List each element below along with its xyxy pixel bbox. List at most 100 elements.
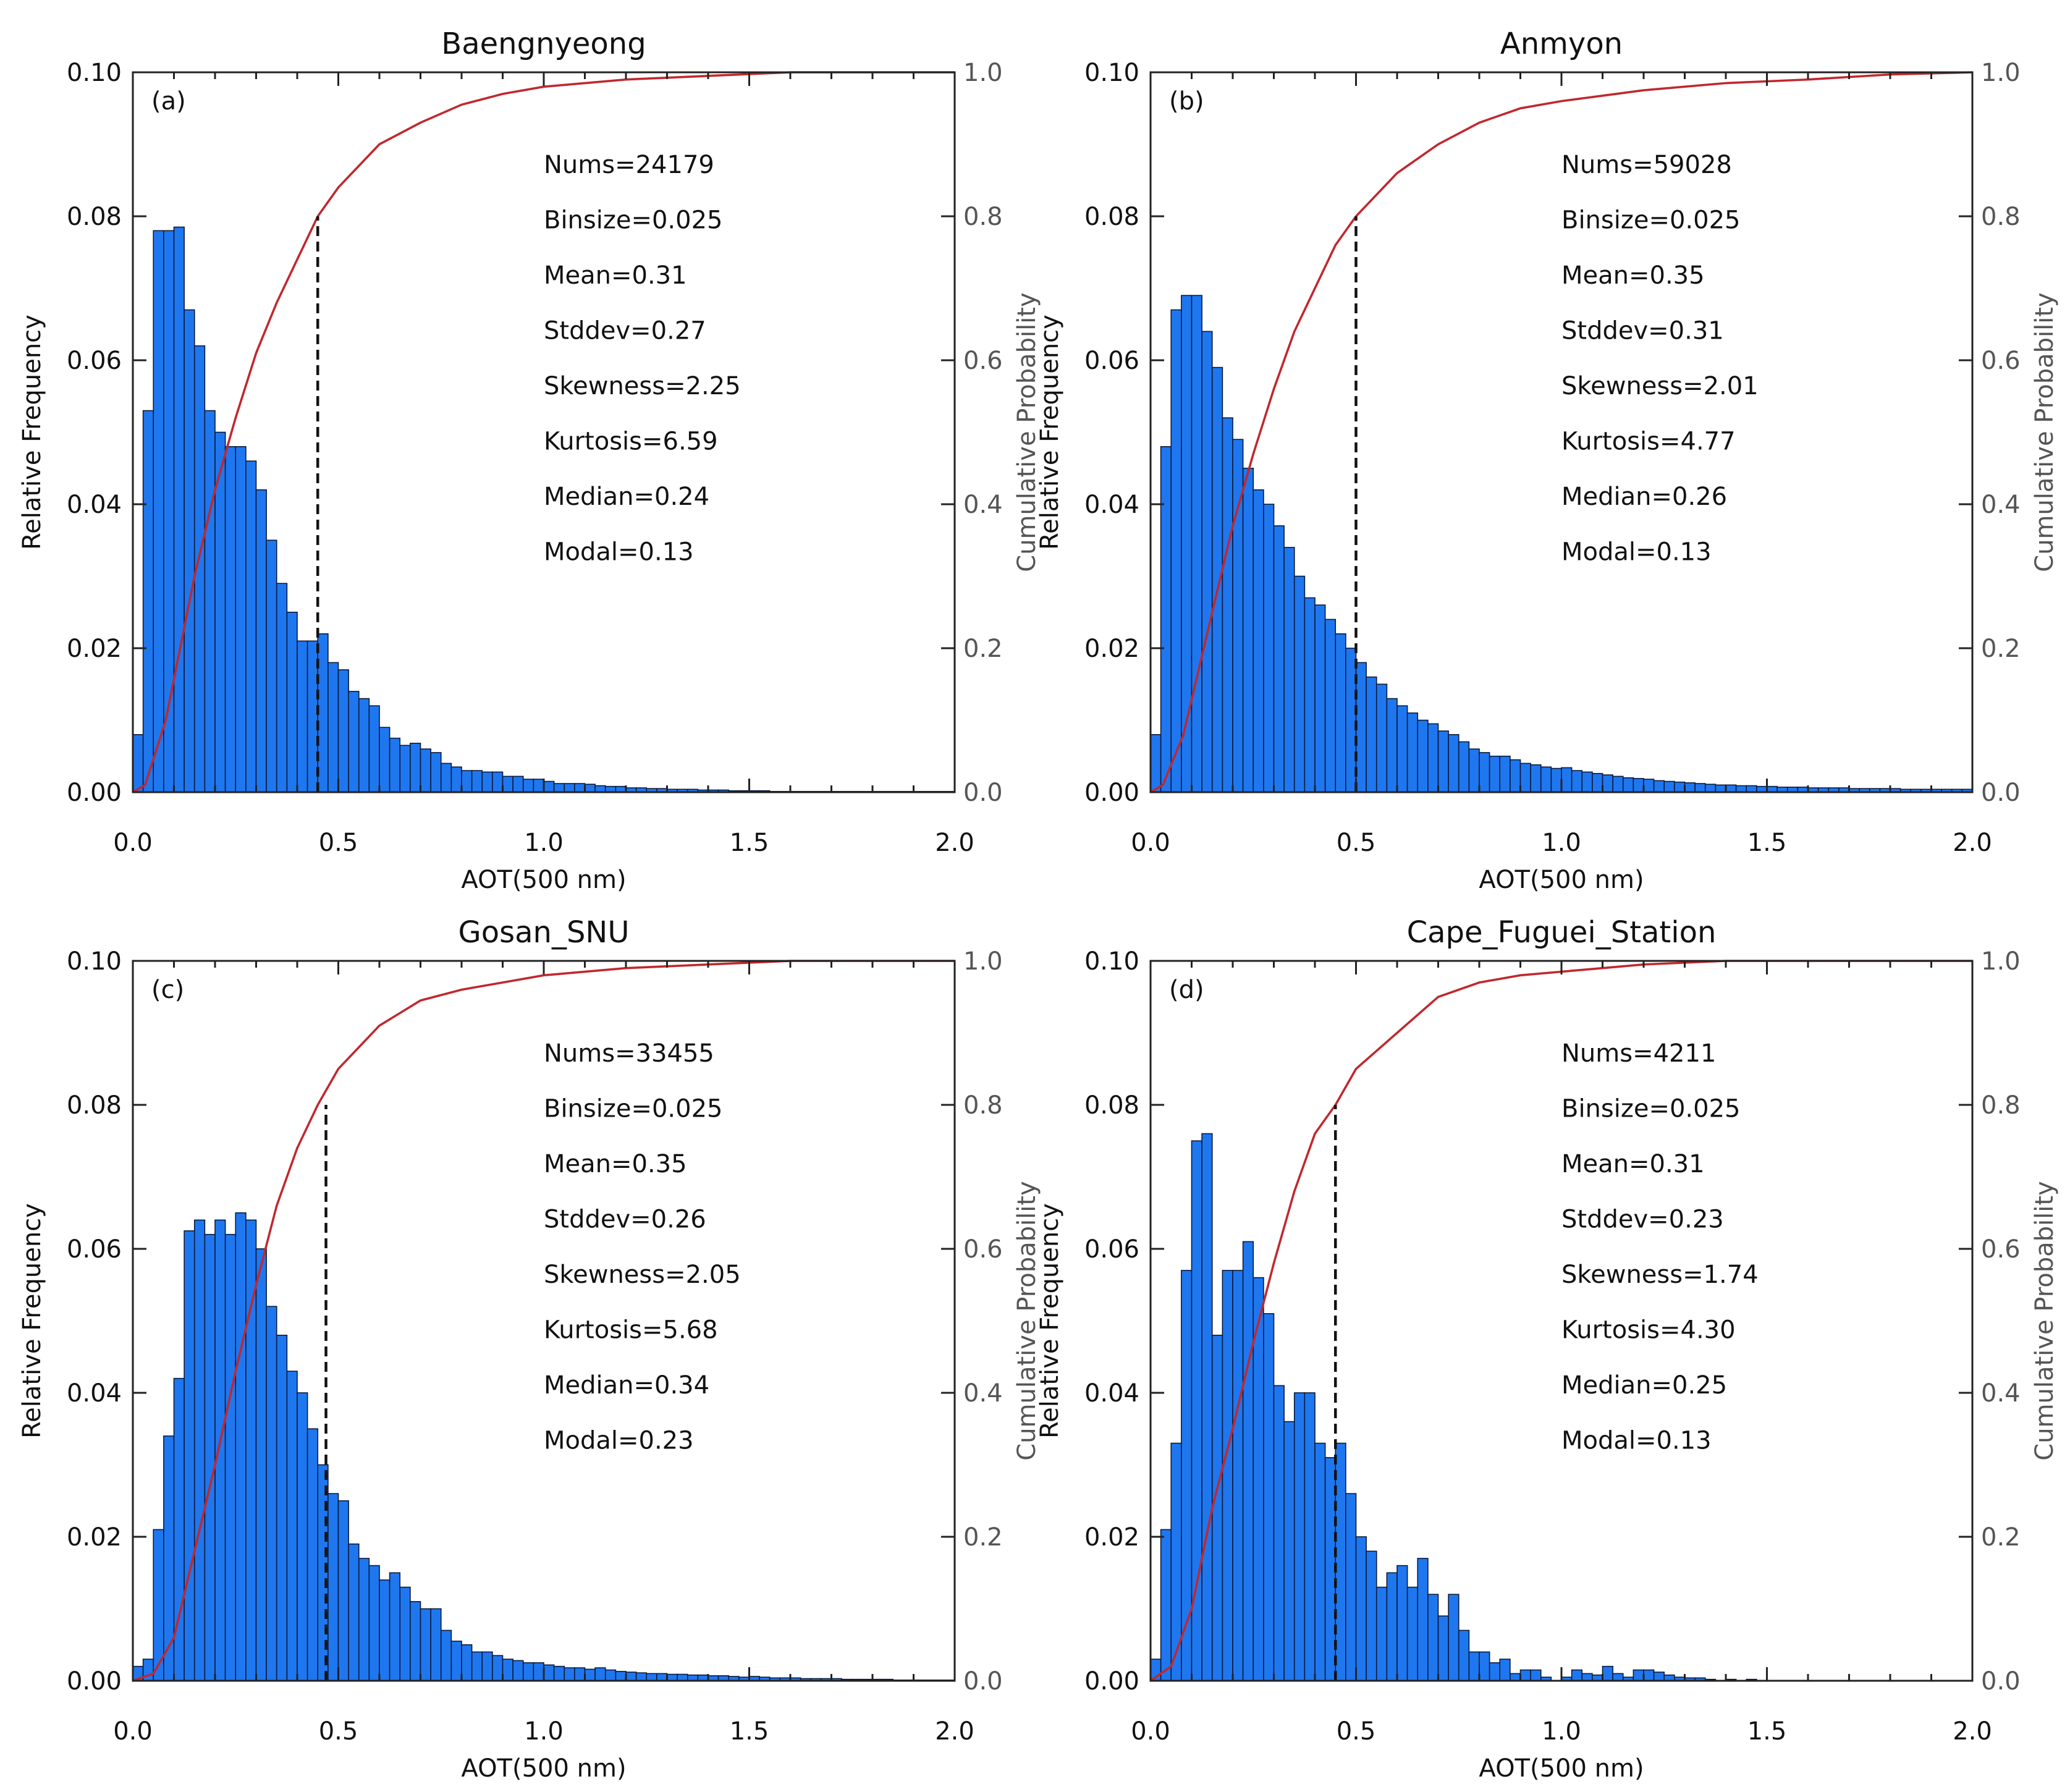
y-axis-title: Relative Frequency (1036, 1203, 1064, 1439)
stat-line: Stddev=0.26 (544, 1206, 706, 1234)
stat-line: Modal=0.13 (1561, 1427, 1712, 1455)
stat-line: Binsize=0.025 (1561, 1095, 1741, 1123)
histogram-bar (368, 705, 380, 793)
y2-tick-label: 1.0 (1981, 947, 2021, 976)
histogram-bar (1489, 1662, 1501, 1681)
x-tick-label: 0.5 (1337, 1717, 1376, 1746)
histogram-bar (410, 1601, 421, 1681)
x-tick-label: 0.0 (1131, 829, 1170, 857)
stat-line: Modal=0.13 (544, 538, 694, 567)
histogram-bar (245, 460, 257, 793)
x-tick-label: 2.0 (1953, 829, 1992, 857)
stat-line: Nums=4211 (1561, 1039, 1716, 1068)
stat-line: Binsize=0.025 (544, 206, 723, 235)
y2-axis-title: Cumulative Probability (1013, 1181, 1041, 1460)
histogram-bar (337, 1500, 349, 1681)
histogram-bar (1468, 1651, 1480, 1681)
histogram-bar (1468, 748, 1480, 793)
histogram-bar (1263, 1313, 1275, 1681)
stat-line: Mean=0.31 (1561, 1150, 1705, 1178)
x-tick-label: 1.0 (524, 829, 564, 857)
y2-tick-label: 0.6 (963, 1235, 1003, 1264)
stat-line: Median=0.24 (544, 483, 709, 511)
x-tick-label: 1.5 (1747, 1717, 1787, 1746)
y2-tick-label: 0.8 (1981, 1091, 2021, 1120)
histogram-bar (1653, 780, 1665, 793)
histogram-bar (533, 1662, 544, 1681)
histogram-bar (1581, 1673, 1593, 1681)
histogram-bar (1530, 1669, 1542, 1681)
y-tick-label: 0.02 (67, 1523, 122, 1552)
y2-axis-title: Cumulative Probability (2030, 1181, 2059, 1460)
panel-2: 0.0 0.5 1.0 1.5 2.0 0.00 0.02 0.04 0.06 0.08 0.10 0… (1036, 27, 2059, 894)
x-tick-label: 1.5 (1747, 829, 1787, 857)
histogram-bar (1633, 1669, 1644, 1681)
histogram-bar (1283, 1421, 1295, 1681)
histogram-bar (1232, 1270, 1244, 1681)
histogram-bar (502, 1659, 513, 1681)
panel-label: (b) (1169, 87, 1204, 116)
histogram-bar (337, 669, 349, 793)
histogram-bar (1458, 741, 1470, 793)
histogram-bar (1417, 1558, 1429, 1681)
histogram-bar (1427, 723, 1439, 793)
y2-tick-label: 1.0 (1981, 59, 2021, 87)
histogram-bars (132, 1212, 955, 1681)
stat-line: Binsize=0.025 (544, 1095, 723, 1123)
histogram-bar (1160, 1529, 1172, 1681)
histogram-bar (379, 1579, 391, 1681)
histogram-bars (132, 226, 955, 793)
histogram-bar (1242, 467, 1254, 793)
histogram-bar (1510, 759, 1521, 793)
histogram-bar (615, 1671, 627, 1681)
stat-line: Skewness=1.74 (1561, 1261, 1759, 1289)
histogram-bar (666, 1673, 678, 1681)
histogram-bar (204, 1233, 216, 1681)
histogram-bar (1561, 767, 1573, 793)
histogram-bar (461, 770, 473, 793)
y-axis-title: Relative Frequency (18, 1203, 46, 1439)
histogram-bar (255, 1248, 267, 1681)
y-tick-label: 0.06 (1084, 1235, 1139, 1264)
y-tick-label: 0.10 (67, 947, 122, 976)
panel-label: (c) (151, 976, 184, 1004)
histogram-bar (224, 446, 237, 793)
histogram-bar (1530, 764, 1542, 793)
x-tick-label: 1.5 (730, 829, 769, 857)
histogram-bar (522, 1662, 534, 1681)
y2-tick-label: 0.0 (1981, 1667, 2021, 1696)
histogram-bar (410, 742, 421, 793)
histogram-bar (1571, 770, 1583, 793)
histogram-bar (677, 1673, 688, 1681)
x-tick-label: 1.0 (1542, 1717, 1581, 1746)
histogram-bar (1191, 295, 1202, 793)
y2-tick-label: 1.0 (963, 947, 1003, 976)
panel-1: 0.0 0.5 1.0 1.5 2.0 0.00 0.02 0.04 0.06 0.08 0.10 0… (18, 27, 1041, 894)
histogram-bar (255, 489, 267, 793)
histogram-bar (471, 770, 483, 793)
histogram-bar (564, 1667, 575, 1681)
histogram-bar (317, 633, 329, 793)
histogram-bar (276, 583, 288, 793)
histogram-bar (389, 737, 401, 793)
histogram-bar (1622, 777, 1634, 793)
panel-label: (a) (151, 87, 186, 116)
histogram-bar (286, 1371, 298, 1681)
histogram-bar (553, 1665, 565, 1681)
histogram-bar (173, 226, 185, 793)
histogram-bar (1458, 1629, 1470, 1681)
histogram-bar (574, 1667, 586, 1681)
y-tick-label: 0.02 (67, 635, 122, 663)
y2-tick-label: 0.6 (963, 347, 1003, 375)
y2-tick-label: 0.2 (963, 635, 1003, 663)
histogram-bar (1283, 547, 1295, 793)
panel-label: (d) (1169, 976, 1204, 1004)
histogram-bar (193, 1219, 206, 1681)
histogram-bar (1345, 1493, 1357, 1681)
histogram-bar (1674, 781, 1686, 793)
x-tick-label: 0.0 (1131, 1717, 1170, 1746)
histogram-bar (543, 1664, 555, 1681)
y2-tick-label: 0.0 (963, 1667, 1003, 1696)
histogram-bar (635, 1672, 648, 1681)
histogram-bar (1437, 730, 1449, 793)
